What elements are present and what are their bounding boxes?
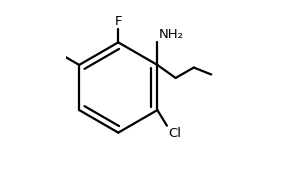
- Text: NH₂: NH₂: [159, 28, 184, 41]
- Text: F: F: [114, 15, 122, 28]
- Text: Cl: Cl: [168, 127, 181, 140]
